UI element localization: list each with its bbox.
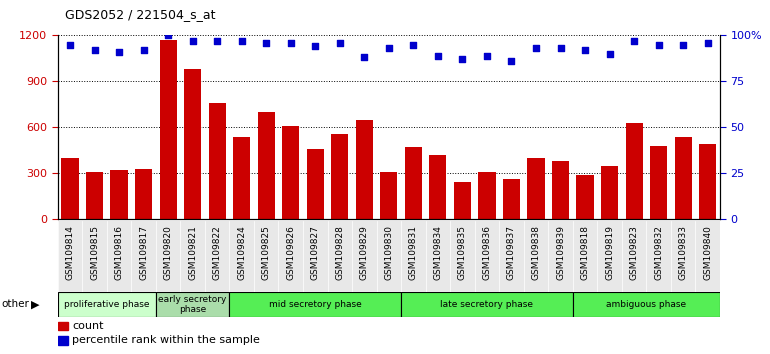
Text: GSM109835: GSM109835: [458, 225, 467, 280]
Bar: [478, 172, 496, 219]
Bar: [625, 123, 643, 219]
Bar: [258, 112, 275, 219]
Bar: [58, 322, 68, 331]
Point: [260, 40, 273, 46]
Text: GSM109828: GSM109828: [335, 225, 344, 280]
Text: GSM109836: GSM109836: [483, 225, 491, 280]
Text: GSM109825: GSM109825: [262, 225, 271, 280]
Bar: [356, 120, 373, 219]
Bar: [58, 336, 68, 345]
Bar: [159, 40, 176, 219]
Text: GSM109823: GSM109823: [630, 225, 638, 280]
Point: [137, 47, 149, 53]
Bar: [454, 182, 471, 219]
Bar: [552, 161, 569, 219]
Point: [358, 55, 370, 60]
Bar: [577, 175, 594, 219]
Text: GSM109830: GSM109830: [384, 225, 393, 280]
Text: percentile rank within the sample: percentile rank within the sample: [72, 335, 260, 346]
Bar: [156, 292, 229, 317]
Bar: [209, 103, 226, 219]
Text: GSM109837: GSM109837: [507, 225, 516, 280]
Point: [628, 38, 641, 44]
Text: count: count: [72, 321, 104, 331]
Bar: [380, 172, 397, 219]
Bar: [110, 170, 128, 219]
Text: GSM109821: GSM109821: [188, 225, 197, 280]
Point: [677, 42, 689, 47]
Bar: [306, 149, 324, 219]
Point: [432, 53, 444, 58]
Text: GSM109826: GSM109826: [286, 225, 295, 280]
Point: [701, 40, 714, 46]
Bar: [401, 292, 573, 317]
Bar: [503, 179, 520, 219]
Text: GSM109832: GSM109832: [654, 225, 663, 280]
Bar: [405, 147, 422, 219]
Point: [530, 45, 542, 51]
Point: [309, 44, 321, 49]
Text: GSM109838: GSM109838: [531, 225, 541, 280]
Bar: [233, 137, 250, 219]
Bar: [62, 158, 79, 219]
Text: ambiguous phase: ambiguous phase: [606, 300, 686, 309]
Text: GDS2052 / 221504_s_at: GDS2052 / 221504_s_at: [65, 8, 216, 21]
Bar: [184, 69, 201, 219]
Bar: [699, 144, 716, 219]
Text: early secretory
phase: early secretory phase: [159, 295, 227, 314]
Bar: [229, 292, 401, 317]
Point: [89, 47, 101, 53]
Point: [113, 49, 126, 55]
Text: GSM109839: GSM109839: [556, 225, 565, 280]
Bar: [601, 166, 618, 219]
Bar: [573, 292, 720, 317]
Text: GSM109815: GSM109815: [90, 225, 99, 280]
Bar: [282, 126, 300, 219]
Point: [236, 38, 248, 44]
Text: GSM109827: GSM109827: [311, 225, 320, 280]
Point: [505, 58, 517, 64]
Text: GSM109818: GSM109818: [581, 225, 590, 280]
Text: GSM109822: GSM109822: [213, 225, 222, 280]
Bar: [58, 292, 156, 317]
Bar: [86, 172, 103, 219]
Text: GSM109834: GSM109834: [434, 225, 443, 280]
Point: [652, 42, 665, 47]
Text: late secretory phase: late secretory phase: [440, 300, 534, 309]
Text: GSM109816: GSM109816: [115, 225, 123, 280]
Text: GSM109833: GSM109833: [678, 225, 688, 280]
Point: [407, 42, 420, 47]
Bar: [135, 169, 152, 219]
Text: GSM109829: GSM109829: [360, 225, 369, 280]
Text: GSM109814: GSM109814: [65, 225, 75, 280]
Text: mid secretory phase: mid secretory phase: [269, 300, 362, 309]
Point: [211, 38, 223, 44]
Point: [554, 45, 567, 51]
Bar: [527, 158, 544, 219]
Point: [285, 40, 297, 46]
Text: GSM109817: GSM109817: [139, 225, 148, 280]
Bar: [650, 146, 668, 219]
Text: proliferative phase: proliferative phase: [64, 300, 149, 309]
Text: GSM109820: GSM109820: [163, 225, 172, 280]
Text: GSM109840: GSM109840: [703, 225, 712, 280]
Point: [579, 47, 591, 53]
Point: [162, 33, 174, 38]
Bar: [331, 133, 348, 219]
Text: GSM109831: GSM109831: [409, 225, 418, 280]
Text: GSM109819: GSM109819: [605, 225, 614, 280]
Bar: [675, 137, 691, 219]
Text: other: other: [2, 299, 29, 309]
Text: ▶: ▶: [31, 299, 39, 309]
Point: [604, 51, 616, 57]
Point: [186, 38, 199, 44]
Bar: [430, 155, 447, 219]
Point: [333, 40, 346, 46]
Point: [457, 57, 469, 62]
Point: [383, 45, 395, 51]
Text: GSM109824: GSM109824: [237, 225, 246, 280]
Point: [64, 42, 76, 47]
Point: [480, 53, 493, 58]
